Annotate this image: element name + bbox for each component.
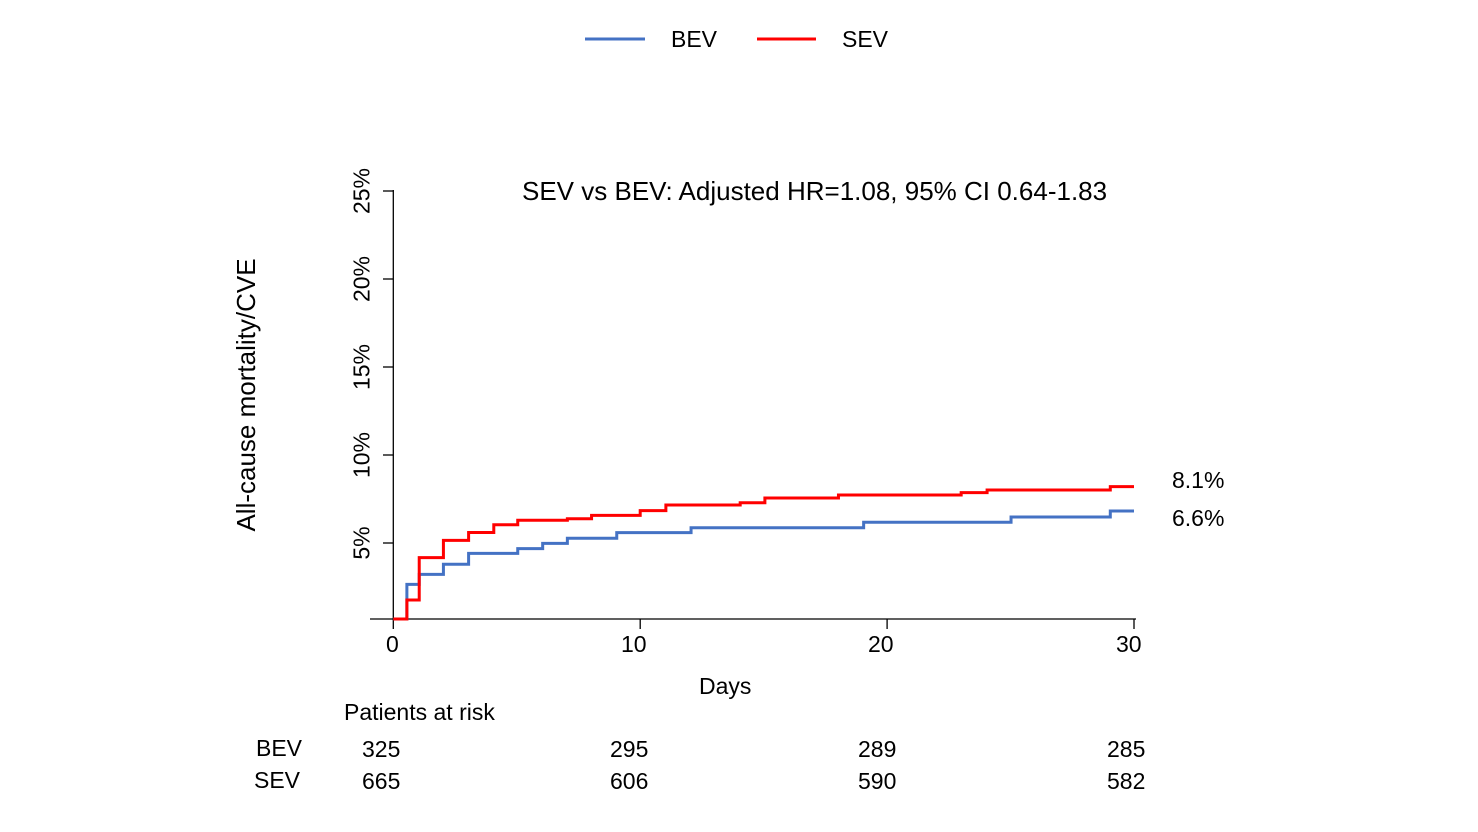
x-tick-label: 10 xyxy=(621,631,647,657)
risk-value: 590 xyxy=(858,768,897,794)
legend-label-bev: BEV xyxy=(671,26,718,52)
risk-value: 289 xyxy=(858,736,897,762)
y-tick-label: 20% xyxy=(348,255,375,303)
x-tick-label: 0 xyxy=(386,631,399,657)
hazard-ratio-annotation: SEV vs BEV: Adjusted HR=1.08, 95% CI 0.6… xyxy=(522,176,1108,206)
y-axis-title: All-cause mortality/CVE xyxy=(231,258,261,532)
risk-table-title: Patients at risk xyxy=(344,699,495,725)
risk-value: 295 xyxy=(610,736,649,762)
risk-row-label-sev: SEV xyxy=(254,767,301,793)
legend-label-sev: SEV xyxy=(842,26,889,52)
y-tick-label: 15% xyxy=(348,343,375,391)
risk-value: 665 xyxy=(362,768,401,794)
y-tick-label: 25% xyxy=(348,167,375,215)
y-tick-label: 10% xyxy=(348,431,375,479)
km-curve-sev xyxy=(393,485,1134,621)
bev-end-label: 6.6% xyxy=(1172,505,1225,531)
x-tick-label: 20 xyxy=(868,631,894,657)
risk-value: 325 xyxy=(362,736,401,762)
risk-value: 606 xyxy=(610,768,649,794)
risk-value: 285 xyxy=(1107,736,1146,762)
km-curve-bev xyxy=(393,509,1134,621)
y-tick-label: 5% xyxy=(348,526,375,560)
sev-end-label: 8.1% xyxy=(1172,467,1225,493)
risk-value: 582 xyxy=(1107,768,1146,794)
risk-row-label-bev: BEV xyxy=(256,735,303,761)
x-tick-label: 30 xyxy=(1116,631,1142,657)
x-axis-title: Days xyxy=(699,673,752,699)
